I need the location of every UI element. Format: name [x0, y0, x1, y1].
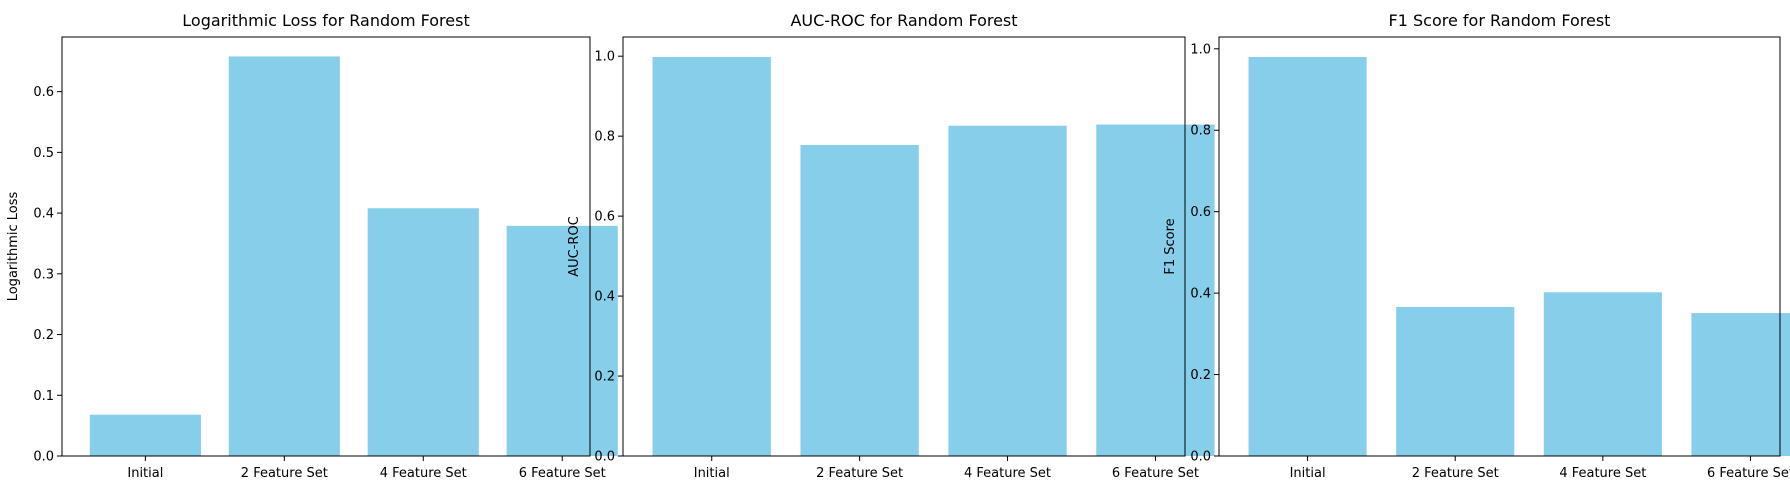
chart-panel-1: 0.0 0.1 0.2 0.3 0.4 0.5 0.6 Initial 2 Feature Se…	[6, 11, 618, 481]
bar-1-1	[89, 414, 201, 456]
bar-3-1	[1248, 56, 1367, 456]
bar-2-3	[948, 125, 1067, 457]
y-axis-label: Logarithmic Loss	[6, 192, 21, 302]
y-tick-label: 0.2	[1190, 368, 1211, 383]
bar-1-3	[367, 208, 479, 456]
bar-3-4	[1691, 313, 1790, 456]
axes-frame	[61, 36, 591, 457]
y-tick-label: 0.8	[594, 130, 615, 145]
x-tick-label: 2 Feature Set	[816, 466, 903, 481]
axes-frame	[1218, 36, 1781, 457]
x-tick-label: 4 Feature Set	[964, 466, 1051, 481]
x-tick-label: Initial	[1290, 466, 1326, 481]
bar-3-2	[1396, 306, 1515, 456]
y-tick-label: 1.0	[594, 50, 615, 65]
chart-title: AUC-ROC for Random Forest	[790, 11, 1017, 30]
chart-title: F1 Score for Random Forest	[1389, 11, 1611, 30]
x-tick-label: Initial	[694, 466, 730, 481]
x-tick-label: 6 Feature Set	[1707, 466, 1790, 481]
x-tick-label: 2 Feature Set	[1412, 466, 1499, 481]
bar-2-2	[800, 144, 919, 456]
bar-1-4	[506, 225, 618, 456]
y-tick-label: 0.6	[594, 210, 615, 225]
y-tick-label: 0.1	[33, 389, 54, 404]
y-tick-label: 0.0	[1190, 450, 1211, 465]
x-tick-label: Initial	[127, 466, 163, 481]
bar-3-3	[1543, 292, 1662, 456]
y-tick-label: 0.2	[33, 328, 54, 343]
axes-frame	[622, 36, 1186, 457]
y-tick-label: 0.0	[33, 450, 54, 465]
x-tick-label: 6 Feature Set	[1112, 466, 1199, 481]
y-tick-label: 0.2	[594, 370, 615, 385]
y-axis-label: F1 Score	[1163, 218, 1178, 274]
y-tick-label: 0.6	[33, 85, 54, 100]
y-tick-label: 0.4	[33, 207, 54, 222]
chart-panel-3: 0.0 0.2 0.4 0.6 0.8 1.0 Initial 2 Feature Set 4 …	[1163, 11, 1790, 481]
y-tick-label: 0.6	[1190, 205, 1211, 220]
x-tick-label: 2 Feature Set	[241, 466, 328, 481]
y-tick-label: 0.5	[33, 146, 54, 161]
chart-panel-2: 0.0 0.2 0.4 0.6 0.8 1.0 Initial 2 Feature Set 4 …	[567, 11, 1215, 481]
y-tick-label: 0.0	[594, 450, 615, 465]
y-axis-label: AUC-ROC	[567, 216, 582, 277]
bar-2-4	[1096, 124, 1215, 457]
x-tick-label: 6 Feature Set	[519, 466, 606, 481]
x-tick-label: 4 Feature Set	[380, 466, 467, 481]
y-tick-label: 0.4	[594, 290, 615, 305]
x-tick-label: 4 Feature Set	[1559, 466, 1646, 481]
chart-title: Logarithmic Loss for Random Forest	[182, 11, 469, 30]
y-tick-label: 0.3	[33, 267, 54, 282]
bar-2-1	[652, 56, 771, 457]
y-tick-label: 0.8	[1190, 124, 1211, 139]
y-tick-label: 0.4	[1190, 287, 1211, 302]
y-tick-label: 1.0	[1190, 42, 1211, 57]
bar-1-2	[228, 56, 340, 456]
